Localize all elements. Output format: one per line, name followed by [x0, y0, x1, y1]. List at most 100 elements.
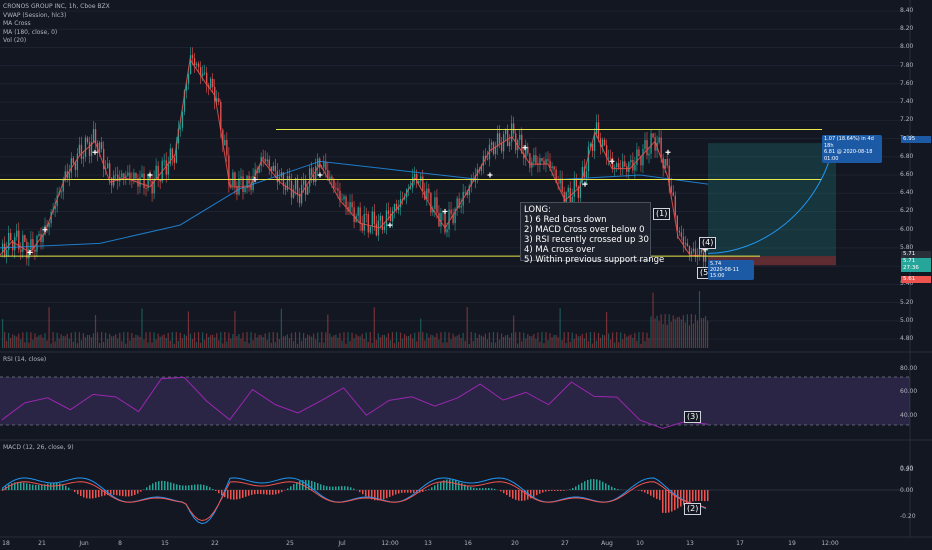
macd-histogram-bar	[218, 490, 220, 494]
volume-bar	[601, 334, 604, 348]
volume-bar	[682, 315, 684, 348]
macd-histogram-bar	[260, 490, 262, 495]
rsi-tick: 60.00	[900, 388, 918, 395]
volume-bar	[98, 343, 101, 348]
macd-histogram-bar	[275, 490, 277, 495]
chart-legend: CRONOS GROUP INC, 1h, Cboe BZX VWAP (Ses…	[3, 3, 110, 46]
macd-histogram-bar	[338, 486, 340, 490]
volume-bar	[325, 332, 327, 348]
macd-histogram-bar	[17, 482, 19, 490]
volume-bar	[706, 320, 709, 348]
rsi-tick: 80.00	[900, 365, 918, 372]
volume-bar	[700, 318, 703, 348]
volume-bar	[523, 332, 525, 348]
candle-body	[115, 174, 117, 176]
macd-histogram-bar	[677, 490, 679, 509]
candle-body	[442, 211, 444, 214]
time-tick: 13	[686, 540, 694, 547]
ma-cross-marker	[317, 172, 323, 178]
tag-4[interactable]: (4)	[699, 237, 717, 249]
macd-histogram-bar	[251, 490, 253, 495]
candle-body	[658, 137, 660, 143]
volume-bar	[280, 308, 282, 348]
candle-body	[464, 191, 466, 193]
candle-body	[125, 175, 127, 178]
candle-body	[147, 173, 149, 189]
macd-histogram-bar	[191, 484, 193, 490]
volume-bar	[470, 332, 472, 348]
volume-bar	[32, 339, 34, 348]
candle-body	[345, 196, 347, 207]
macd-histogram-bar	[35, 484, 37, 490]
indicator-vwap[interactable]: VWAP (Session, hlc3)	[3, 11, 67, 19]
candle-body	[551, 166, 553, 168]
volume-bar	[406, 336, 408, 348]
macd-histogram-bar	[560, 490, 562, 492]
rsi-panel-label[interactable]: RSI (14, close)	[3, 356, 47, 363]
candle-body	[448, 209, 450, 230]
macd-histogram-bar	[92, 490, 94, 499]
macd-histogram-bar	[239, 490, 241, 499]
macd-histogram-bar	[359, 490, 361, 493]
volume-bar	[515, 332, 517, 348]
candle-body	[569, 187, 571, 203]
candle-body	[371, 211, 373, 227]
macd-histogram-bar	[176, 484, 178, 490]
macd-panel-label[interactable]: MACD (12, 26, close, 9)	[3, 444, 74, 451]
tag-3[interactable]: (3)	[684, 411, 702, 423]
candle-body	[373, 211, 375, 224]
macd-histogram-bar	[8, 484, 10, 490]
candle-body	[258, 166, 260, 173]
candle-body	[549, 160, 551, 168]
candle-body	[155, 165, 157, 179]
candle-body	[686, 243, 689, 247]
candle-body	[113, 175, 115, 186]
volume-bar	[511, 333, 513, 348]
volume-bar	[674, 319, 676, 348]
volume-bar	[80, 340, 82, 348]
volume-bar	[507, 334, 509, 348]
indicator-volume[interactable]: Vol (20)	[3, 37, 27, 44]
price-tick: 6.80	[900, 152, 914, 160]
macd-histogram-bar	[227, 490, 229, 499]
volume-bar	[337, 337, 339, 348]
macd-histogram-bar	[47, 483, 49, 490]
macd-histogram-bar	[68, 487, 70, 490]
tag-2[interactable]: (2)	[684, 503, 702, 515]
volume-bar	[430, 334, 432, 348]
volume-bar	[103, 341, 105, 348]
macd-histogram-bar	[197, 484, 199, 490]
volume-bar	[212, 334, 214, 348]
volume-bar	[246, 332, 248, 348]
volume-bar	[365, 332, 367, 348]
indicator-ma-cross[interactable]: MA Cross	[3, 20, 31, 27]
trade-note[interactable]: LONG: 1) 6 Red bars down 2) MACD Cross o…	[520, 202, 664, 265]
target-label[interactable]: 1.07 (18.64%) in 4d 18h 6.81 @ 2020-08-1…	[822, 135, 882, 163]
volume-bar	[454, 336, 456, 348]
volume-bar	[456, 335, 458, 348]
volume-bar	[401, 338, 404, 348]
macd-tick: 0.20	[900, 466, 914, 473]
macd-histogram-bar	[299, 481, 301, 490]
macd-histogram-bar	[704, 490, 706, 502]
candle-body	[385, 210, 388, 227]
indicator-ma180[interactable]: MA (180, close, 0)	[3, 28, 58, 36]
macd-histogram-bar	[488, 488, 490, 490]
time-tick: 8	[118, 540, 122, 547]
macd-histogram-bar	[347, 486, 349, 490]
tag-1[interactable]: (1)	[653, 208, 671, 220]
macd-histogram-bar	[272, 490, 274, 495]
volume-bar	[539, 341, 541, 348]
rsi-line	[1, 376, 709, 429]
macd-histogram-bar	[467, 485, 469, 490]
candle-body	[486, 158, 489, 160]
volume-bar	[476, 338, 478, 348]
volume-bar	[171, 332, 173, 348]
price-tick: 6.00	[900, 225, 914, 233]
volume-bar	[58, 338, 60, 348]
volume-bar	[474, 332, 476, 348]
volume-bar	[551, 337, 553, 348]
volume-bar	[248, 343, 250, 348]
macd-histogram-bar	[116, 490, 118, 496]
